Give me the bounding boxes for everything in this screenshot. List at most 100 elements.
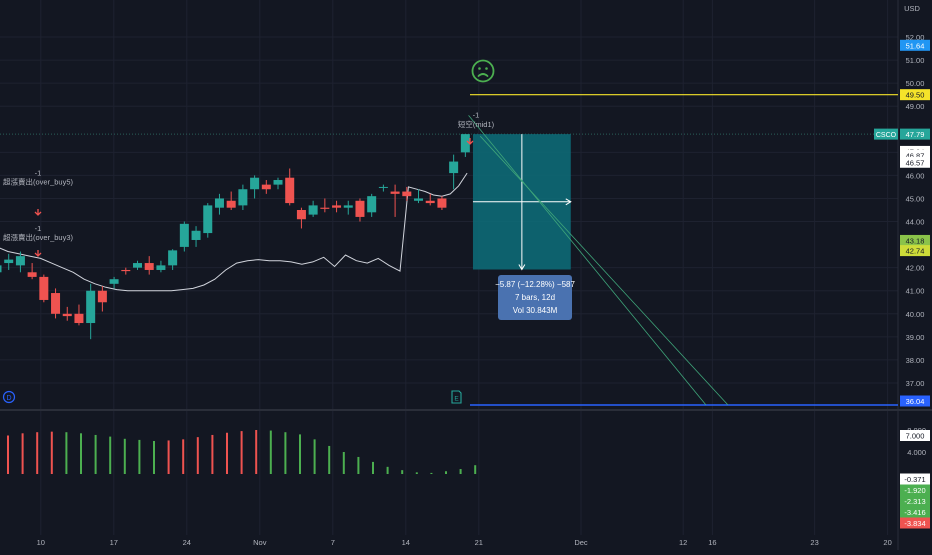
candle-down [27, 272, 37, 277]
badge-text: 7.000 [906, 432, 925, 441]
candle-down [425, 200, 435, 204]
histogram-bar [240, 431, 243, 474]
candle-down [390, 191, 400, 194]
candle-down [261, 184, 271, 190]
candle-up [238, 189, 248, 206]
histogram-badge: -1.920 [900, 484, 930, 496]
histogram-bar [167, 440, 170, 474]
badge-bg [900, 484, 930, 496]
horizontal-lines[interactable] [470, 94, 898, 406]
price-tick: 52.00 [906, 33, 925, 42]
histogram-bar [50, 431, 53, 474]
time-tick: 7 [331, 538, 335, 547]
histogram-bar [109, 436, 112, 474]
candle-down [62, 313, 72, 317]
time-tick: 14 [402, 538, 410, 547]
symbol-tag [874, 128, 898, 140]
price-badge: 49.50 [900, 89, 930, 101]
time-tick: Dec [574, 538, 588, 547]
badge-text: -1.920 [904, 486, 925, 495]
candle-down [296, 210, 306, 220]
badge-bg [900, 128, 930, 140]
measure-label-change: −5.87 (−12.28%) −587 [495, 280, 575, 289]
histogram-bar [430, 472, 433, 474]
earnings-icon[interactable] [451, 390, 462, 404]
annotation-label: -1 [473, 111, 480, 120]
badge-text: 43.18 [906, 236, 925, 245]
histogram-bar [474, 465, 477, 474]
annotation-label: 超漲賣出(over_buy3) [3, 232, 74, 242]
badge-text: -3.416 [904, 508, 925, 517]
badge-bg [900, 430, 930, 441]
annotation-label: -1 [35, 168, 42, 177]
arrow-down-icon [518, 264, 526, 271]
dividend-icon[interactable] [2, 390, 16, 404]
time-tick: 21 [475, 538, 483, 547]
candle-up [214, 198, 224, 208]
badge-bg [900, 473, 930, 485]
price-tick: 44.00 [906, 218, 925, 227]
candle-up [133, 263, 143, 268]
candle-up [109, 279, 119, 284]
price-axis[interactable]: USD52.0051.0050.0049.0047.0046.0045.0044… [874, 4, 930, 407]
candle-up [191, 230, 201, 240]
histogram-bar [299, 434, 301, 474]
candle-up [250, 177, 260, 190]
price-badge: 36.04 [900, 395, 930, 407]
candle-up [449, 161, 459, 174]
badge-text: 42.74 [906, 247, 925, 256]
histogram-badge: -0.371 [900, 473, 930, 485]
time-tick: Nov [253, 538, 267, 547]
currency-label: USD [904, 4, 920, 13]
price-tick: 46.00 [906, 171, 925, 180]
candle-down [39, 276, 49, 300]
candle-up [86, 290, 96, 324]
price-tick: 42.00 [906, 264, 925, 273]
badge-text: 51.64 [906, 41, 925, 50]
histogram-bar [7, 435, 9, 474]
price-tick: 41.00 [906, 287, 925, 296]
price-badge: 46.57 [900, 156, 930, 168]
histogram-bar [153, 441, 155, 474]
candle-up [156, 265, 166, 270]
price-tick: 49.00 [906, 102, 925, 111]
histogram-bar [138, 439, 141, 474]
badge-text: -0.371 [904, 475, 925, 484]
badge-text: 49.50 [906, 91, 925, 100]
candle-up [4, 259, 14, 264]
candle-up [414, 198, 424, 201]
time-tick: 16 [708, 538, 716, 547]
trend-line [468, 115, 707, 406]
measure-tool[interactable]: −5.87 (−12.28%) −587 7 bars, 12d Vol 30.84… [468, 115, 729, 406]
histogram-bar [269, 430, 272, 474]
badge-bg [900, 89, 930, 101]
arrow-down-icon [466, 138, 474, 145]
candle-up [179, 223, 189, 247]
histogram-bar [415, 472, 418, 474]
price-tick: 50.00 [906, 79, 925, 88]
price-badge: 46.87 [900, 149, 930, 161]
candle-down [285, 177, 295, 204]
histogram-bar [459, 469, 462, 474]
histogram-bar [328, 445, 331, 474]
candle-up [378, 186, 388, 188]
histogram-bar [196, 437, 199, 474]
candle-up [15, 256, 25, 266]
badge-bg [900, 149, 930, 161]
candles [0, 133, 470, 340]
badge-text: 46.57 [906, 158, 925, 167]
time-axis[interactable]: 10 17 24 Nov 7 14 21 Dec 12 16 23 20 [37, 538, 892, 547]
earnings-icon-letter: E [454, 396, 459, 403]
price-badge: 51.64 [900, 39, 930, 51]
candle-down [437, 198, 447, 208]
arrow-down-icon [34, 250, 42, 257]
badge-bg [900, 156, 930, 168]
annotation-label: 超漲賣出(over_buy5) [3, 177, 74, 187]
candle-up [308, 205, 318, 215]
dividend-icon-letter: D [6, 395, 11, 402]
price-tick: 38.00 [906, 356, 925, 365]
badge-bg [900, 39, 930, 51]
